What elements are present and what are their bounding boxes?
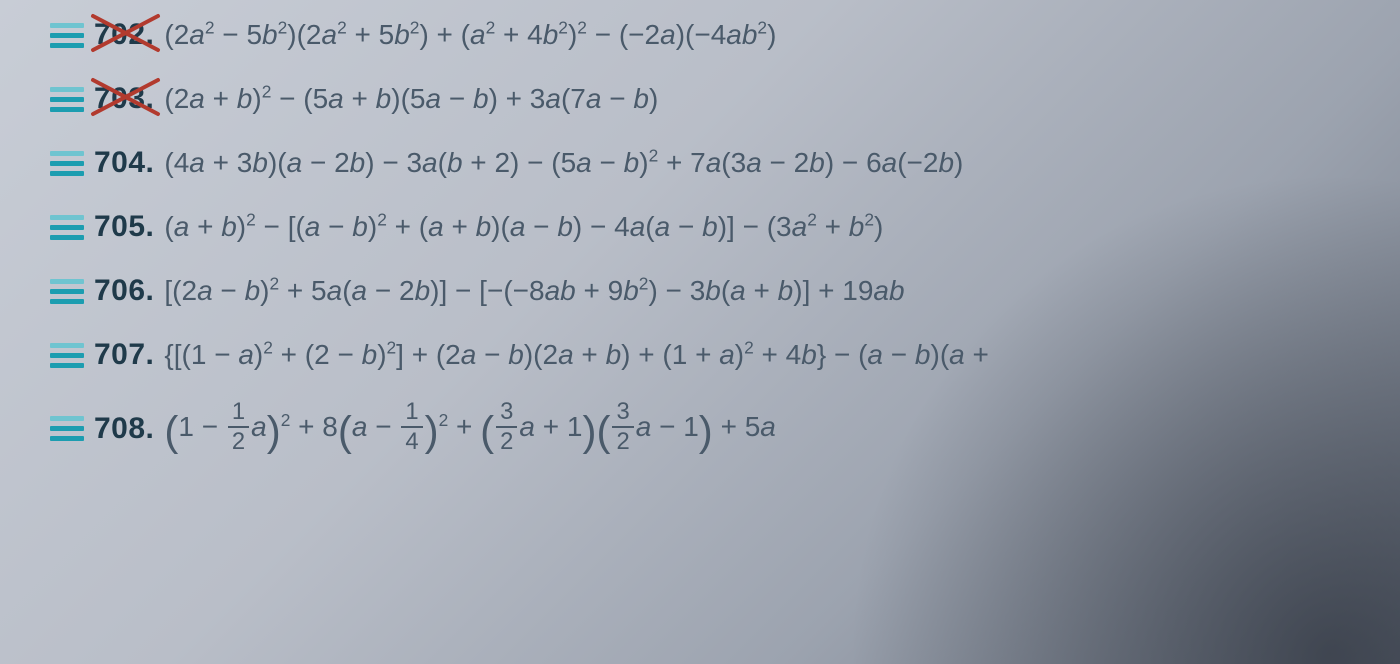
row-marker-icon	[50, 86, 84, 112]
problem-list: 702. (2a2 − 5b2)(2a2 + 5b2) + (a2 + 4b2)2…	[0, 0, 1400, 456]
problem-number: 702.	[94, 18, 154, 52]
problem-expression: (2a + b)2 − (5a + b)(5a − b) + 3a(7a − b…	[164, 83, 658, 115]
problem-expression: (a + b)2 − [(a − b)2 + (a + b)(a − b) − …	[164, 211, 883, 243]
problem-row: 703. (2a + b)2 − (5a + b)(5a − b) + 3a(7a…	[50, 82, 1370, 116]
problem-expression: (2a2 − 5b2)(2a2 + 5b2) + (a2 + 4b2)2 − (…	[164, 19, 776, 51]
problem-number: 705.	[94, 210, 154, 244]
problem-row: 704. (4a + 3b)(a − 2b) − 3a(b + 2) − (5a …	[50, 146, 1370, 180]
problem-row: 705. (a + b)2 − [(a − b)2 + (a + b)(a − b…	[50, 210, 1370, 244]
problem-number: 707.	[94, 338, 154, 372]
problem-row: 708. (1 − 12a)2 + 8(a − 14)2 + (32a + 1)(…	[50, 402, 1370, 456]
problem-expression: (1 − 12a)2 + 8(a − 14)2 + (32a + 1)(32a …	[164, 402, 775, 456]
row-marker-icon	[50, 416, 84, 442]
problem-expression: [(2a − b)2 + 5a(a − 2b)] − [−(−8ab + 9b2…	[164, 275, 904, 307]
problem-expression: {[(1 − a)2 + (2 − b)2] + (2a − b)(2a + b…	[164, 339, 988, 371]
row-marker-icon	[50, 150, 84, 176]
problem-number: 704.	[94, 146, 154, 180]
row-marker-icon	[50, 278, 84, 304]
problem-number: 706.	[94, 274, 154, 308]
row-marker-icon	[50, 214, 84, 240]
problem-row: 707. {[(1 − a)2 + (2 − b)2] + (2a − b)(2a…	[50, 338, 1370, 372]
problem-number: 708.	[94, 412, 154, 446]
problem-row: 706. [(2a − b)2 + 5a(a − 2b)] − [−(−8ab +…	[50, 274, 1370, 308]
problem-expression: (4a + 3b)(a − 2b) − 3a(b + 2) − (5a − b)…	[164, 147, 963, 179]
row-marker-icon	[50, 342, 84, 368]
problem-number: 703.	[94, 82, 154, 116]
row-marker-icon	[50, 22, 84, 48]
problem-row: 702. (2a2 − 5b2)(2a2 + 5b2) + (a2 + 4b2)2…	[50, 18, 1370, 52]
